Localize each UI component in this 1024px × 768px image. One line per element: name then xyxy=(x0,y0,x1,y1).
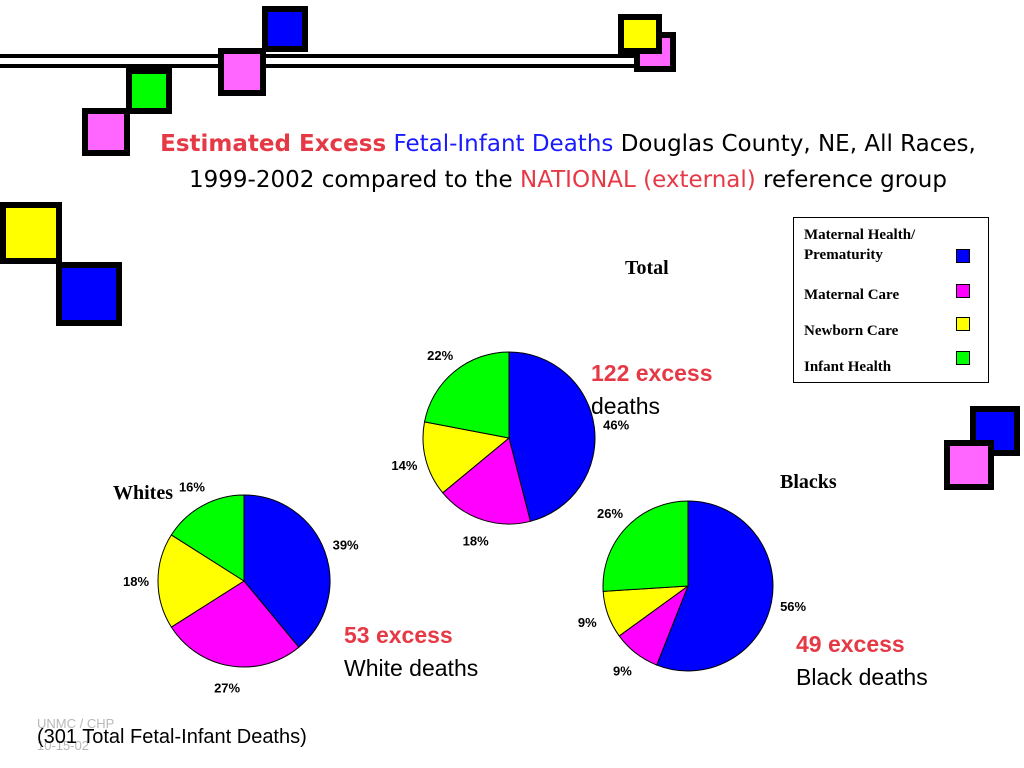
pie-whites-label: 27% xyxy=(214,681,240,696)
slide-title: Estimated Excess Fetal-Infant Deaths Dou… xyxy=(140,126,996,198)
note-blacks-highlight: 49 excess xyxy=(796,631,905,657)
note-blacks: 49 excess Black deaths xyxy=(796,628,928,694)
pie-blacks-label: 9% xyxy=(578,615,597,630)
pie-total-label: 18% xyxy=(463,534,489,549)
pie-whites-label: 16% xyxy=(179,479,205,494)
decor-square-blue xyxy=(970,406,1020,456)
title-part-5: reference group xyxy=(763,167,947,193)
pie-title-total: Total xyxy=(625,257,669,279)
decor-square-yellow xyxy=(0,202,62,264)
title-part-3: Douglas County, NE, All Races, 1999-2002… xyxy=(189,131,976,193)
note-total-highlight: 122 excess xyxy=(591,360,713,386)
pie-whites-slice xyxy=(243,494,331,648)
note-total: 122 excess deaths xyxy=(591,357,713,423)
pie-total-slice xyxy=(508,351,596,522)
pie-whites-slice xyxy=(170,494,245,582)
pie-total-label: 14% xyxy=(391,458,417,473)
decor-rail-bottom xyxy=(0,64,650,68)
legend-label: Infant Health xyxy=(804,359,892,375)
watermark-line-2: 10-15-02 xyxy=(37,738,90,753)
pie-whites-slice xyxy=(157,534,245,628)
legend-swatch xyxy=(956,317,970,331)
legend-swatch xyxy=(956,351,970,365)
legend-swatch xyxy=(956,249,970,263)
decor-square-green xyxy=(126,68,172,114)
legend-swatch xyxy=(956,284,970,298)
title-part-1: Estimated Excess xyxy=(160,131,387,157)
decor-rail-top xyxy=(0,54,650,58)
note-whites: 53 excess White deaths xyxy=(344,619,478,685)
pie-whites-label: 18% xyxy=(123,574,149,589)
pie-total-slice xyxy=(442,437,531,525)
title-part-2: Fetal-Infant Deaths xyxy=(393,131,614,157)
decor-square-magenta xyxy=(82,108,130,156)
pie-title-blacks: Blacks xyxy=(780,471,837,493)
note-blacks-text: Black deaths xyxy=(796,664,928,690)
pie-blacks-label: 56% xyxy=(780,599,806,614)
pie-blacks-label: 9% xyxy=(613,664,632,679)
watermark-line-1: UNMC / CHP xyxy=(37,716,115,731)
note-whites-text: White deaths xyxy=(344,655,479,681)
pie-whites-slice xyxy=(170,580,300,668)
pie-whites-label: 39% xyxy=(333,537,359,552)
pie-title-whites: Whites xyxy=(113,482,173,504)
note-total-text: deaths xyxy=(591,393,661,419)
pie-blacks-label: 26% xyxy=(597,506,623,521)
chart-legend: Maternal Health/ Prematurity Maternal Ca… xyxy=(793,217,989,383)
pie-total-slice xyxy=(422,421,511,494)
decor-square-blue xyxy=(56,262,122,326)
title-part-4: NATIONAL (external) xyxy=(519,167,756,193)
pie-blacks-slice xyxy=(656,500,774,672)
legend-label: Maternal Health/ Prematurity xyxy=(804,227,916,263)
note-whites-highlight: 53 excess xyxy=(344,622,453,648)
decor-square-yellow xyxy=(618,14,662,54)
legend-label: Maternal Care xyxy=(804,287,900,303)
decor-square-magenta xyxy=(944,440,994,490)
pie-total-slice xyxy=(423,351,510,439)
pie-blacks-slice xyxy=(602,500,689,592)
decor-square-blue xyxy=(262,6,308,52)
decor-square-magenta xyxy=(218,48,266,96)
pie-total-label: 22% xyxy=(427,348,453,363)
legend-label: Newborn Care xyxy=(804,323,899,339)
pie-total-label: 46% xyxy=(603,417,629,432)
footer-total-deaths: (301 Total Fetal-Infant Deaths) xyxy=(37,726,307,748)
